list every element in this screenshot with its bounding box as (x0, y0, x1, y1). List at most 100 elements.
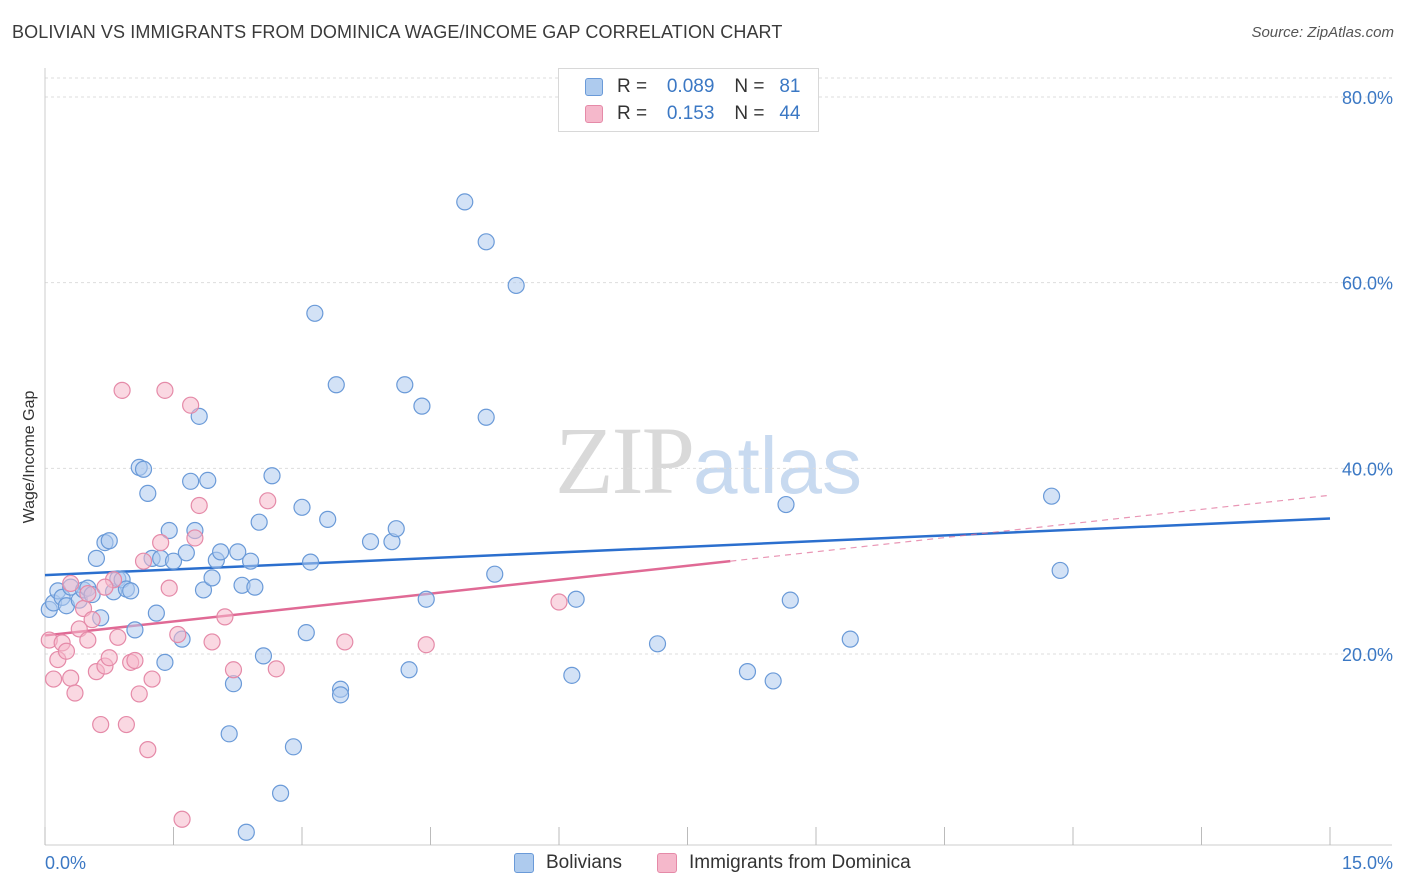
dominica-point (267, 660, 285, 678)
y-tick-label: 20.0% (1342, 645, 1393, 665)
bolivian-point (1051, 561, 1069, 580)
correlation-legend: R = 0.089 N = 81 R = 0.153 N = 44 (558, 68, 819, 132)
bolivian-point (387, 520, 405, 538)
dominica-point (417, 636, 435, 654)
bolivian-point (284, 738, 303, 756)
bolivian-point (319, 510, 337, 528)
bolivian-point (229, 543, 247, 561)
bolivian-point (648, 635, 667, 653)
dominica-point (92, 715, 110, 734)
dominica-point (550, 593, 568, 611)
bolivian-point (134, 460, 153, 478)
legend-n-label: N = (734, 76, 765, 97)
bolivian-point (177, 544, 195, 562)
bolivian-point (764, 672, 782, 690)
bolivian-point (246, 578, 264, 596)
dominica-point (83, 611, 101, 629)
dominica-point (79, 631, 97, 649)
legend-r-label: R = (617, 103, 648, 124)
legend-r-label: R = (617, 76, 648, 97)
dominica-point (160, 579, 178, 597)
axes (44, 68, 1392, 846)
dominica-point (96, 578, 114, 596)
bolivian-point (781, 591, 799, 609)
dominica-point (156, 381, 174, 399)
bolivian-point (413, 397, 431, 415)
dominica-point (62, 669, 80, 687)
y-tick-label: 60.0% (1342, 274, 1393, 294)
x-tick-label: 15.0% (1342, 853, 1393, 873)
legend-row-bolivians: R = 0.089 N = 81 (585, 75, 801, 99)
bolivian-point (306, 304, 324, 322)
bolivian-point (327, 376, 345, 394)
bolivian-point (400, 661, 418, 679)
bolivian-point (139, 484, 157, 502)
legend-n-label: N = (734, 103, 765, 124)
bolivian-point (100, 532, 118, 550)
legend-n-value: 44 (779, 103, 801, 124)
chart-title: BOLIVIAN VS IMMIGRANTS FROM DOMINICA WAG… (12, 22, 783, 42)
dominica-point (134, 552, 153, 570)
bolivian-point (777, 495, 795, 514)
dominica-point (224, 661, 243, 679)
dominica-trend-line (44, 559, 731, 637)
dominica-point (336, 633, 354, 651)
bolivian-point (293, 498, 311, 516)
bolivian-point (203, 569, 221, 587)
bottom-legend-dominica[interactable]: Immigrants from Dominica (657, 852, 911, 874)
bolivian-point (396, 376, 414, 394)
bottom-swatch-pink (657, 853, 677, 873)
watermark: ZIPatlas (555, 405, 862, 516)
bolivian-point (417, 590, 435, 608)
bolivian-point (87, 549, 106, 567)
bolivian-point (361, 533, 380, 551)
bolivian-point (182, 472, 200, 490)
bolivian-point (841, 630, 859, 648)
dominica-point (216, 608, 234, 626)
bolivian-point (486, 565, 504, 583)
bolivian-point (199, 471, 217, 490)
dominica-point (186, 529, 204, 547)
bolivian-point (271, 784, 290, 802)
bottom-legend-label: Immigrants from Dominica (689, 852, 911, 873)
legend-row-dominica: R = 0.153 N = 44 (585, 102, 801, 126)
bottom-legend-bolivians[interactable]: Bolivians (514, 852, 622, 874)
legend-swatch-pink (585, 105, 603, 123)
bolivian-point (301, 553, 320, 571)
bolivian-point (1042, 487, 1061, 505)
dominica-point (109, 628, 127, 646)
dominica-point (143, 670, 161, 688)
bolivian-point (164, 552, 183, 570)
dominica-point (100, 649, 118, 667)
dominica-point (203, 633, 221, 651)
dominica-point (117, 715, 135, 734)
trend-lines (44, 494, 1331, 637)
bolivian-point (242, 552, 260, 570)
bolivian-point (738, 663, 757, 681)
bolivian-point (147, 604, 165, 622)
source-label: Source: ZipAtlas.com (1251, 24, 1394, 41)
data-points (40, 193, 1069, 841)
dominica-point (79, 585, 97, 603)
dominica-point (173, 810, 191, 828)
dominica-point (57, 642, 76, 660)
bolivian-point (567, 590, 585, 608)
dominica-point (259, 492, 277, 510)
legend-n-value: 81 (779, 76, 801, 97)
legend-r-value: 0.153 (666, 103, 715, 124)
tick-labels: 20.0% 40.0% 60.0% 80.0% 0.0% 15.0% (45, 88, 1393, 873)
dominica-point (190, 496, 208, 515)
y-tick-label: 40.0% (1342, 459, 1393, 479)
bolivian-point (126, 621, 144, 639)
bolivian-point (263, 467, 281, 485)
bolivian-trend-line (44, 517, 1331, 577)
dominica-point (113, 381, 131, 399)
bolivian-point (507, 276, 525, 295)
bolivian-point (156, 653, 174, 671)
dominica-point (62, 574, 80, 593)
bolivian-point (477, 408, 495, 426)
dominica-point (169, 625, 187, 644)
bolivian-point (477, 233, 495, 251)
bolivian-point (237, 823, 255, 841)
bottom-legend-label: Bolivians (546, 852, 623, 873)
